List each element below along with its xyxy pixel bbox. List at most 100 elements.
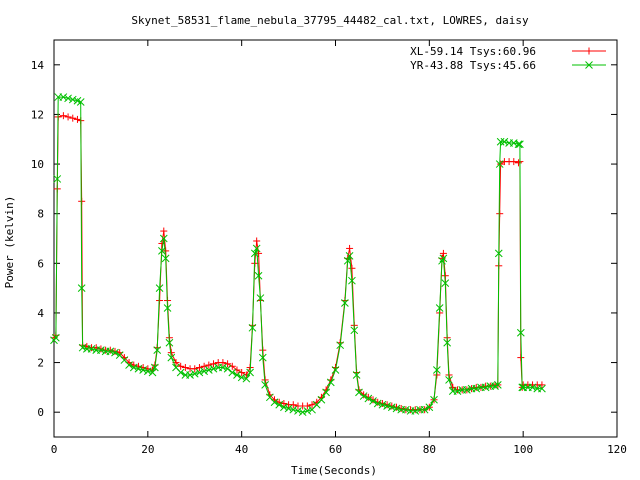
data-point: [176, 368, 185, 377]
data-point: [303, 402, 311, 410]
data-point: [346, 244, 354, 252]
data-point: [402, 405, 410, 414]
y-axis-label: Power (kelvin): [3, 196, 16, 289]
y-tick-label: 4: [37, 307, 44, 320]
data-point: [253, 237, 261, 245]
data-point: [387, 403, 396, 412]
data-point: [255, 249, 263, 257]
data-point: [289, 405, 298, 414]
x-tick-label: 100: [513, 443, 533, 456]
data-point: [317, 395, 326, 404]
data-point: [308, 401, 316, 409]
data-point: [219, 363, 227, 372]
y-tick-label: 2: [37, 357, 44, 370]
data-point: [514, 159, 522, 167]
data-point: [495, 160, 504, 168]
data-point: [280, 400, 288, 408]
chart-title: Skynet_58531_flame_nebula_37795_44482_ca…: [131, 14, 529, 27]
data-point: [411, 407, 420, 415]
y-tick-label: 6: [37, 257, 44, 270]
data-point: [78, 343, 87, 352]
legend-item: YR-43.88 Tsys:45.66: [410, 59, 606, 72]
data-point: [228, 368, 237, 377]
data-point: [73, 115, 81, 123]
data-point: [165, 338, 174, 347]
data-point: [200, 367, 208, 376]
data-point: [435, 304, 444, 312]
data-point: [134, 364, 143, 373]
data-point: [348, 264, 356, 272]
data-point: [125, 361, 133, 369]
data-point: [298, 408, 307, 417]
data-point: [191, 365, 199, 373]
series-layer: [50, 93, 546, 417]
data-point: [163, 304, 172, 312]
data-point: [158, 247, 166, 255]
data-point: [209, 364, 218, 373]
x-tick-label: 0: [51, 443, 58, 456]
data-point: [53, 175, 62, 183]
data-point: [341, 299, 349, 307]
data-point: [275, 400, 284, 409]
data-point: [336, 341, 345, 350]
data-point: [441, 279, 450, 288]
x-tick-label: 20: [141, 443, 154, 456]
axis-ticks: 0 20 40 60 80 100 120 0 2 4 6 8 10 12 14: [31, 40, 627, 456]
data-point: [355, 388, 363, 397]
data-point: [161, 254, 170, 263]
data-point: [143, 367, 152, 376]
data-point: [359, 392, 368, 400]
data-point: [97, 346, 105, 355]
data-point: [538, 384, 546, 393]
data-point: [64, 113, 72, 121]
data-point: [438, 256, 446, 265]
data-point: [248, 323, 257, 332]
data-point: [68, 95, 77, 104]
data-point: [514, 140, 523, 149]
data-point: [397, 404, 405, 412]
data-point: [500, 137, 509, 146]
data-point: [517, 354, 525, 362]
data-point: [364, 394, 373, 403]
data-point: [425, 403, 434, 412]
data-point: [518, 383, 527, 392]
data-point: [160, 227, 168, 235]
data-point: [242, 374, 251, 383]
y-tick-label: 12: [31, 108, 44, 121]
data-point: [111, 348, 119, 357]
data-point: [322, 388, 330, 397]
y-tick-label: 10: [31, 158, 44, 171]
data-point: [493, 381, 502, 389]
data-point: [186, 371, 194, 379]
legend-label: XL-59.14 Tsys:60.96: [410, 45, 536, 58]
data-point: [538, 381, 546, 389]
data-point: [463, 386, 471, 394]
legend-item: XL-59.14 Tsys:60.96: [410, 45, 606, 58]
data-point: [383, 402, 391, 410]
legend-marker: [585, 47, 593, 55]
data-point: [528, 383, 537, 392]
data-point: [223, 364, 232, 373]
data-point: [430, 395, 438, 404]
data-point: [210, 360, 218, 368]
data-point: [59, 112, 67, 120]
data-point: [481, 383, 490, 392]
data-point: [373, 399, 382, 408]
y-tick-label: 14: [31, 59, 45, 72]
data-point: [106, 347, 115, 356]
data-point: [167, 353, 176, 362]
data-point: [195, 364, 203, 372]
data-point: [69, 114, 77, 122]
data-point: [190, 369, 199, 378]
data-point: [258, 353, 267, 362]
data-point: [204, 366, 213, 374]
data-point: [177, 362, 185, 370]
data-point: [139, 366, 147, 374]
data-point: [284, 404, 293, 413]
data-point: [510, 158, 518, 166]
data-point: [516, 140, 524, 149]
data-point: [76, 98, 85, 106]
data-point: [64, 94, 72, 103]
data-point: [345, 252, 354, 260]
